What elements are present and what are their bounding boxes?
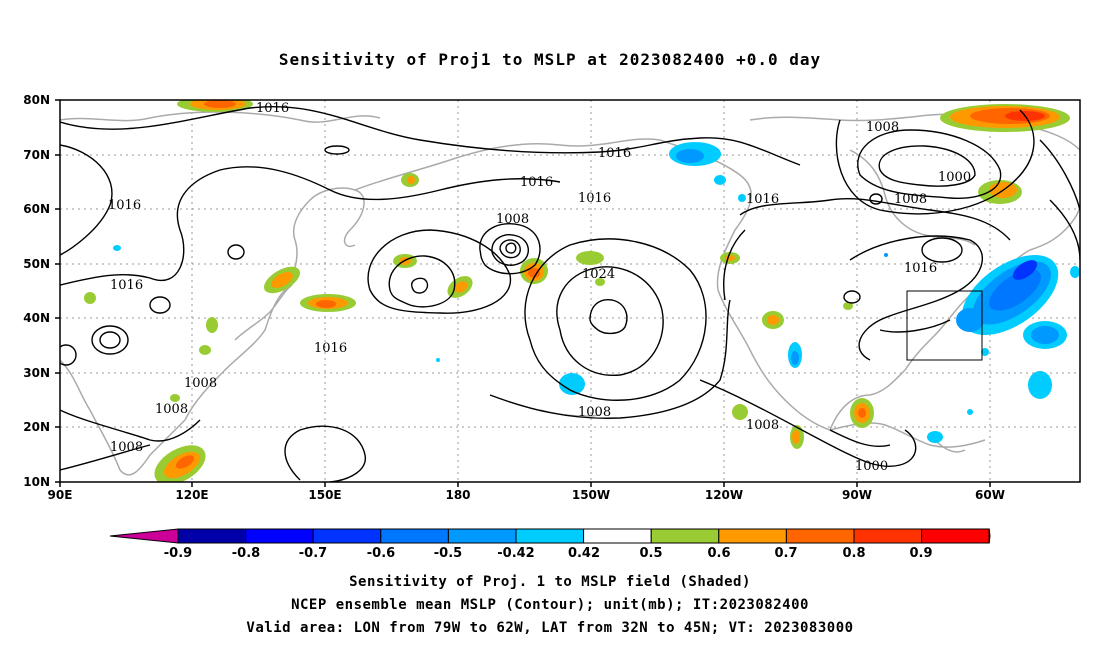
lon-label: 180	[445, 488, 470, 502]
colorbar-label: -0.6	[367, 546, 395, 561]
lon-label: 60W	[975, 488, 1005, 502]
map-frame	[59, 99, 1081, 483]
contour-label: 1016	[746, 192, 779, 207]
contour-label: 1008	[184, 376, 217, 391]
colorbar-segment	[583, 528, 652, 544]
contour-label: 1016	[904, 261, 937, 276]
caption-contour: NCEP ensemble mean MSLP (Contour); unit(…	[291, 597, 809, 613]
colorbar-label: -0.7	[299, 546, 327, 561]
valid-area-box	[906, 290, 983, 361]
contour-label: 1016	[110, 278, 143, 293]
contour-label: 1008	[578, 405, 611, 420]
lon-label: 150W	[572, 488, 610, 502]
contour-label: 1016	[578, 191, 611, 206]
contour-label: 1008	[155, 402, 188, 417]
lat-label: 30N	[23, 366, 50, 380]
lon-label: 90E	[48, 488, 73, 502]
sensitivity-shading	[84, 100, 1080, 482]
caption-valid-area: Valid area: LON from 79W to 62W, LAT fro…	[246, 620, 854, 636]
contour-label: 1016	[520, 175, 553, 190]
colorbar-label: -0.5	[434, 546, 462, 561]
latitude-labels: 80N 70N 60N 50N 40N 30N 20N 10N	[23, 93, 50, 489]
contour-label: 1008	[894, 192, 927, 207]
lat-label: 50N	[23, 257, 50, 271]
colorbar-segment	[650, 528, 720, 544]
colorbar-segment	[718, 528, 787, 544]
lat-label: 20N	[23, 420, 50, 434]
contour-labels: 1016 1016 1016 1016 1016 1016 1016 1016 …	[108, 101, 971, 474]
contour-label: 1024	[582, 267, 615, 282]
contour-label: 1008	[866, 120, 899, 135]
longitude-labels: 90E 120E 150E 180 150W 120W 90W 60W	[48, 488, 1005, 502]
colorbar-label: -0.42	[497, 546, 534, 561]
contour-label: 1008	[110, 440, 143, 455]
colorbar-segment	[245, 528, 314, 544]
colorbar-label: -0.8	[232, 546, 260, 561]
colorbar	[109, 528, 991, 544]
colorbar-segment	[853, 528, 923, 544]
coastlines	[60, 111, 1080, 476]
colorbar-label: -0.9	[164, 546, 192, 561]
colorbar-segment	[515, 528, 585, 544]
lat-label: 80N	[23, 93, 50, 107]
colorbar-segment	[177, 528, 247, 544]
contour-label: 1000	[855, 459, 888, 474]
colorbar-segment	[921, 528, 990, 544]
colorbar-label: 0.42	[568, 546, 600, 561]
colorbar-segment	[380, 528, 449, 544]
sensitivity-map: 1016 1016 1016 1016 1016 1016 1016 1016 …	[23, 93, 1081, 561]
colorbar-segment	[447, 528, 517, 544]
contour-label: 1016	[108, 198, 141, 213]
contour-label: 1008	[746, 418, 779, 433]
lon-label: 150E	[308, 488, 341, 502]
lat-label: 10N	[23, 475, 50, 489]
grid-lines	[60, 100, 1080, 482]
colorbar-segment	[785, 528, 855, 544]
contour-label: 1016	[598, 146, 631, 161]
colorbar-segment	[109, 528, 179, 544]
chart-title: Sensitivity of Proj1 to MSLP at 20230824…	[278, 50, 822, 69]
contour-label: 1016	[314, 341, 347, 356]
colorbar-label: 0.7	[774, 546, 797, 561]
small-contours	[60, 145, 963, 366]
contour-label: 1008	[496, 212, 529, 227]
colorbar-label: 0.9	[909, 546, 932, 561]
contour-label: 1016	[256, 101, 289, 116]
lat-label: 60N	[23, 202, 50, 216]
colorbar-label: 0.5	[639, 546, 662, 561]
tick-marks	[55, 99, 991, 487]
lon-label: 120W	[705, 488, 743, 502]
colorbar-label: 0.8	[842, 546, 865, 561]
colorbar-segment	[988, 528, 991, 544]
lat-label: 40N	[23, 311, 50, 325]
lat-label: 70N	[23, 148, 50, 162]
lon-label: 120E	[175, 488, 208, 502]
lon-label: 90W	[842, 488, 872, 502]
mslp-contours	[60, 106, 1080, 482]
colorbar-labels: -0.9 -0.8 -0.7 -0.6 -0.5 -0.42 0.42 0.5 …	[164, 546, 933, 561]
caption-shaded: Sensitivity of Proj. 1 to MSLP field (Sh…	[349, 574, 751, 590]
colorbar-segment	[312, 528, 382, 544]
colorbar-label: 0.6	[707, 546, 730, 561]
contour-label: 1000	[938, 170, 971, 185]
